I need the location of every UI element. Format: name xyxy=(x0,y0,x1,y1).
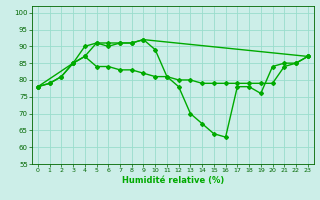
X-axis label: Humidité relative (%): Humidité relative (%) xyxy=(122,176,224,185)
